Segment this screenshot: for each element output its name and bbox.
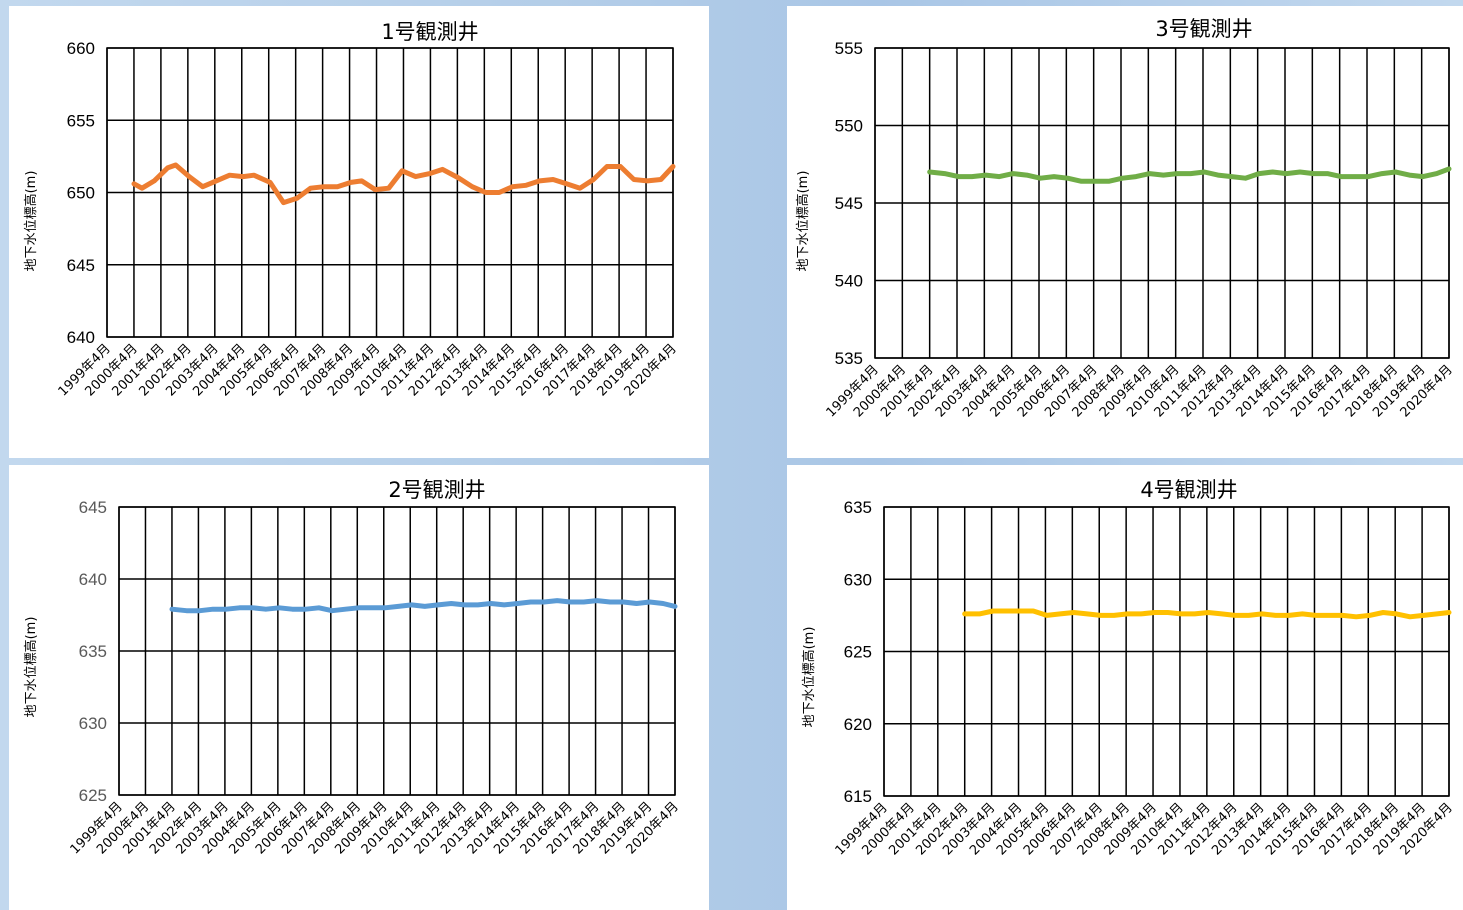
y-tick-label: 635 <box>844 498 872 517</box>
chart-panel-well-2: 2号観測井 地下水位標高(m) 625 630 635 640 645 1999年4月 20… <box>9 465 709 910</box>
y-tick-label: 635 <box>79 642 107 661</box>
y-tick-label: 660 <box>67 39 95 58</box>
series-line <box>927 166 1452 184</box>
y-tick-label: 625 <box>79 786 107 805</box>
chart-panel-well-3: 3号観測井 地下水位標高(m) 535 540 545 550 555 1999年4月 20… <box>787 6 1463 458</box>
chart-panel-well-1: 1号観測井 地下水位標高(m) 640 645 650 655 660 1999年4月 20… <box>9 6 709 458</box>
y-tick-label: 645 <box>79 498 107 517</box>
chart-well-3: 3号観測井 地下水位標高(m) 5355405455505551999年4月20… <box>795 17 1456 420</box>
y-tick-label: 555 <box>835 39 863 58</box>
y-tick-label: 640 <box>67 328 95 347</box>
y-axis-label: 地下水位標高(m) <box>23 617 39 718</box>
y-tick-label: 620 <box>844 715 872 734</box>
chart-title: 2号観測井 <box>388 478 485 502</box>
plot-area <box>874 47 1450 359</box>
series-line <box>962 608 1452 620</box>
y-tick-label: 630 <box>844 570 872 589</box>
y-tick-label: 535 <box>835 349 863 368</box>
chart-well-1: 1号観測井 地下水位標高(m) 6406456506556601999年4月20… <box>23 20 680 399</box>
y-tick-label: 540 <box>835 272 863 291</box>
plot-area <box>883 506 1450 797</box>
plot-area <box>118 506 676 796</box>
chart-title: 1号観測井 <box>381 20 478 44</box>
y-tick-label: 655 <box>67 111 95 130</box>
chart-title: 3号観測井 <box>1155 17 1252 41</box>
y-tick-label: 550 <box>835 117 863 136</box>
chart-panel-well-4: 4号観測井 地下水位標高(m) 615 620 625 630 635 1999年4月 20… <box>787 465 1463 910</box>
y-tick-label: 545 <box>835 194 863 213</box>
chart-title: 4号観測井 <box>1140 478 1237 502</box>
chart-well-2: 2号観測井 地下水位標高(m) 6256306356406451999年4月20… <box>23 478 682 857</box>
chart-well-4: 4号観測井 地下水位標高(m) 6156206256306351999年4月20… <box>801 478 1456 858</box>
y-tick-label: 630 <box>79 714 107 733</box>
y-tick-label: 650 <box>67 184 95 203</box>
plot-area <box>106 47 674 338</box>
series-line <box>169 598 678 614</box>
y-tick-label: 615 <box>844 787 872 806</box>
y-tick-label: 625 <box>844 643 872 662</box>
y-tick-label: 645 <box>67 256 95 275</box>
y-axis-label: 地下水位標高(m) <box>801 627 817 728</box>
y-axis-label: 地下水位標高(m) <box>23 171 39 272</box>
y-axis-label: 地下水位標高(m) <box>795 171 811 272</box>
y-tick-label: 640 <box>79 570 107 589</box>
series-line <box>131 162 676 206</box>
